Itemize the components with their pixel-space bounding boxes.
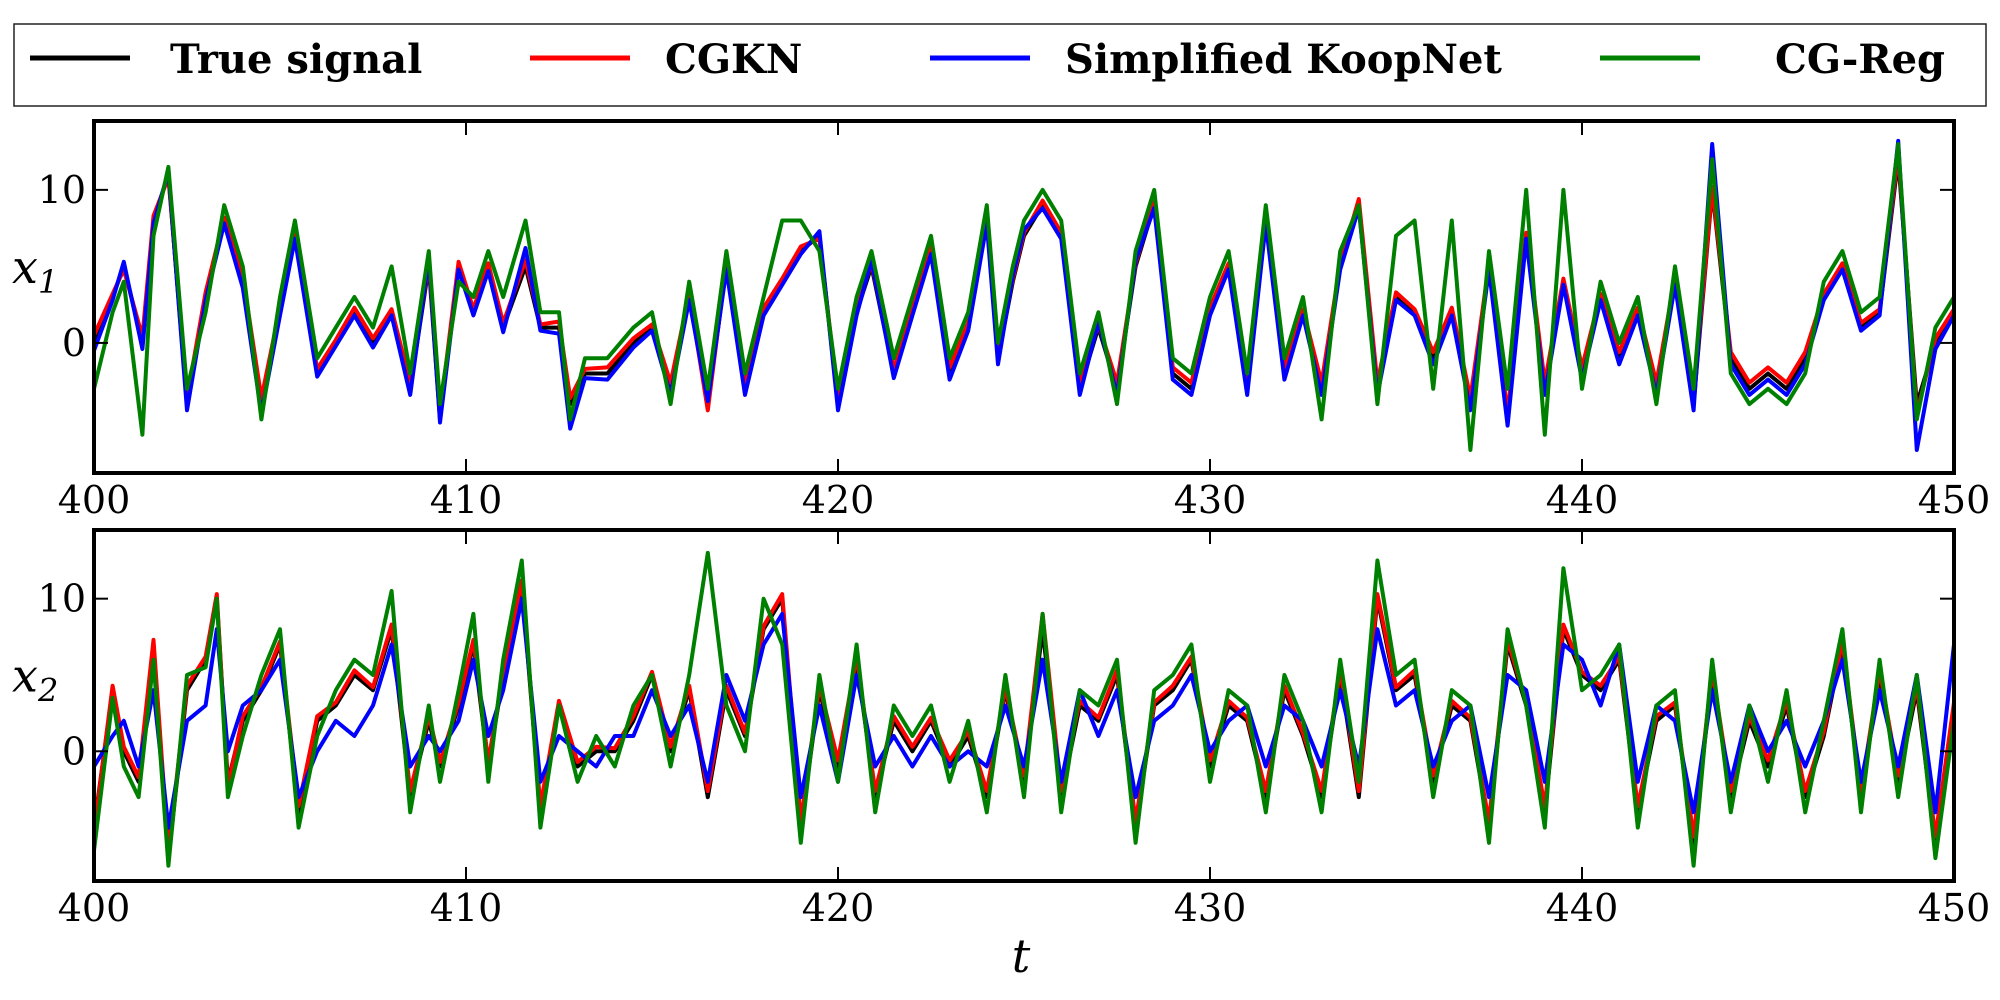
- ylabel-x2: x2: [12, 648, 58, 709]
- xtick-label-x2-430: 430: [1174, 886, 1247, 930]
- ylabel-x2-sub: 2: [37, 671, 58, 709]
- legend-label-cgkn: CGKN: [665, 36, 802, 83]
- legend-label-true-signal: True signal: [170, 36, 422, 83]
- xtick-label-x1-440: 440: [1546, 478, 1619, 522]
- ylabel-x1: x1: [12, 240, 58, 301]
- xtick-label-x1-400: 400: [58, 478, 131, 522]
- xtick-label-x1-450: 450: [1918, 478, 1991, 522]
- xlabel: t: [1012, 929, 1031, 983]
- ticks-x1: 400 410 420 430 440 450 0 10: [38, 121, 1991, 522]
- series-line-x1-simplified-koopnet: [94, 138, 1954, 452]
- ytick-label-x1-0: 0: [62, 321, 86, 365]
- legend-item-cg-reg: CG-Reg: [1600, 36, 1945, 83]
- xtick-label-x2-440: 440: [1546, 886, 1619, 930]
- ytick-label-x2-0: 0: [62, 729, 86, 773]
- xtick-label-x1-410: 410: [430, 478, 503, 522]
- legend-label-simplified-koopnet: Simplified KoopNet: [1065, 36, 1502, 83]
- legend-label-cg-reg: CG-Reg: [1775, 36, 1945, 83]
- legend-item-simplified-koopnet: Simplified KoopNet: [930, 36, 1502, 83]
- ylabel-x1-sub: 1: [38, 263, 58, 301]
- ytick-label-x2-10: 10: [38, 577, 86, 621]
- legend: True signal CGKN Simplified KoopNet CG-R…: [13, 23, 1987, 107]
- ticks-x2: 400 410 420 430 440 450 0 10: [38, 530, 1991, 930]
- xtick-label-x2-450: 450: [1918, 886, 1991, 930]
- panel-x2: 400 410 420 430 440 450 0 10 x2: [12, 528, 1991, 930]
- axes-frame-x1: [92, 119, 1956, 475]
- ytick-label-x1-10: 10: [38, 168, 86, 212]
- legend-item-true-signal: True signal: [30, 36, 422, 83]
- xtick-label-x2-400: 400: [58, 886, 131, 930]
- series-line-x1-cg-reg: [94, 142, 1954, 452]
- series-line-x2-cgkn: [94, 578, 1954, 854]
- ylabel-x1-main: x: [12, 240, 38, 294]
- xtick-label-x2-420: 420: [802, 886, 875, 930]
- ylabel-x2-main: x: [12, 648, 38, 702]
- legend-frame: [13, 23, 1987, 107]
- panel-x1: 400 410 420 430 440 450 0 10 x1: [12, 119, 1991, 522]
- xtick-label-x1-430: 430: [1174, 478, 1247, 522]
- xtick-label-x1-420: 420: [802, 478, 875, 522]
- axes-frame-x2: [92, 528, 1956, 883]
- xtick-label-x2-410: 410: [430, 886, 503, 930]
- legend-item-cgkn: CGKN: [530, 36, 802, 83]
- series-line-x2-cg-reg: [94, 550, 1954, 868]
- series-group-x2: [94, 550, 1954, 868]
- series-group-x1: [94, 138, 1954, 452]
